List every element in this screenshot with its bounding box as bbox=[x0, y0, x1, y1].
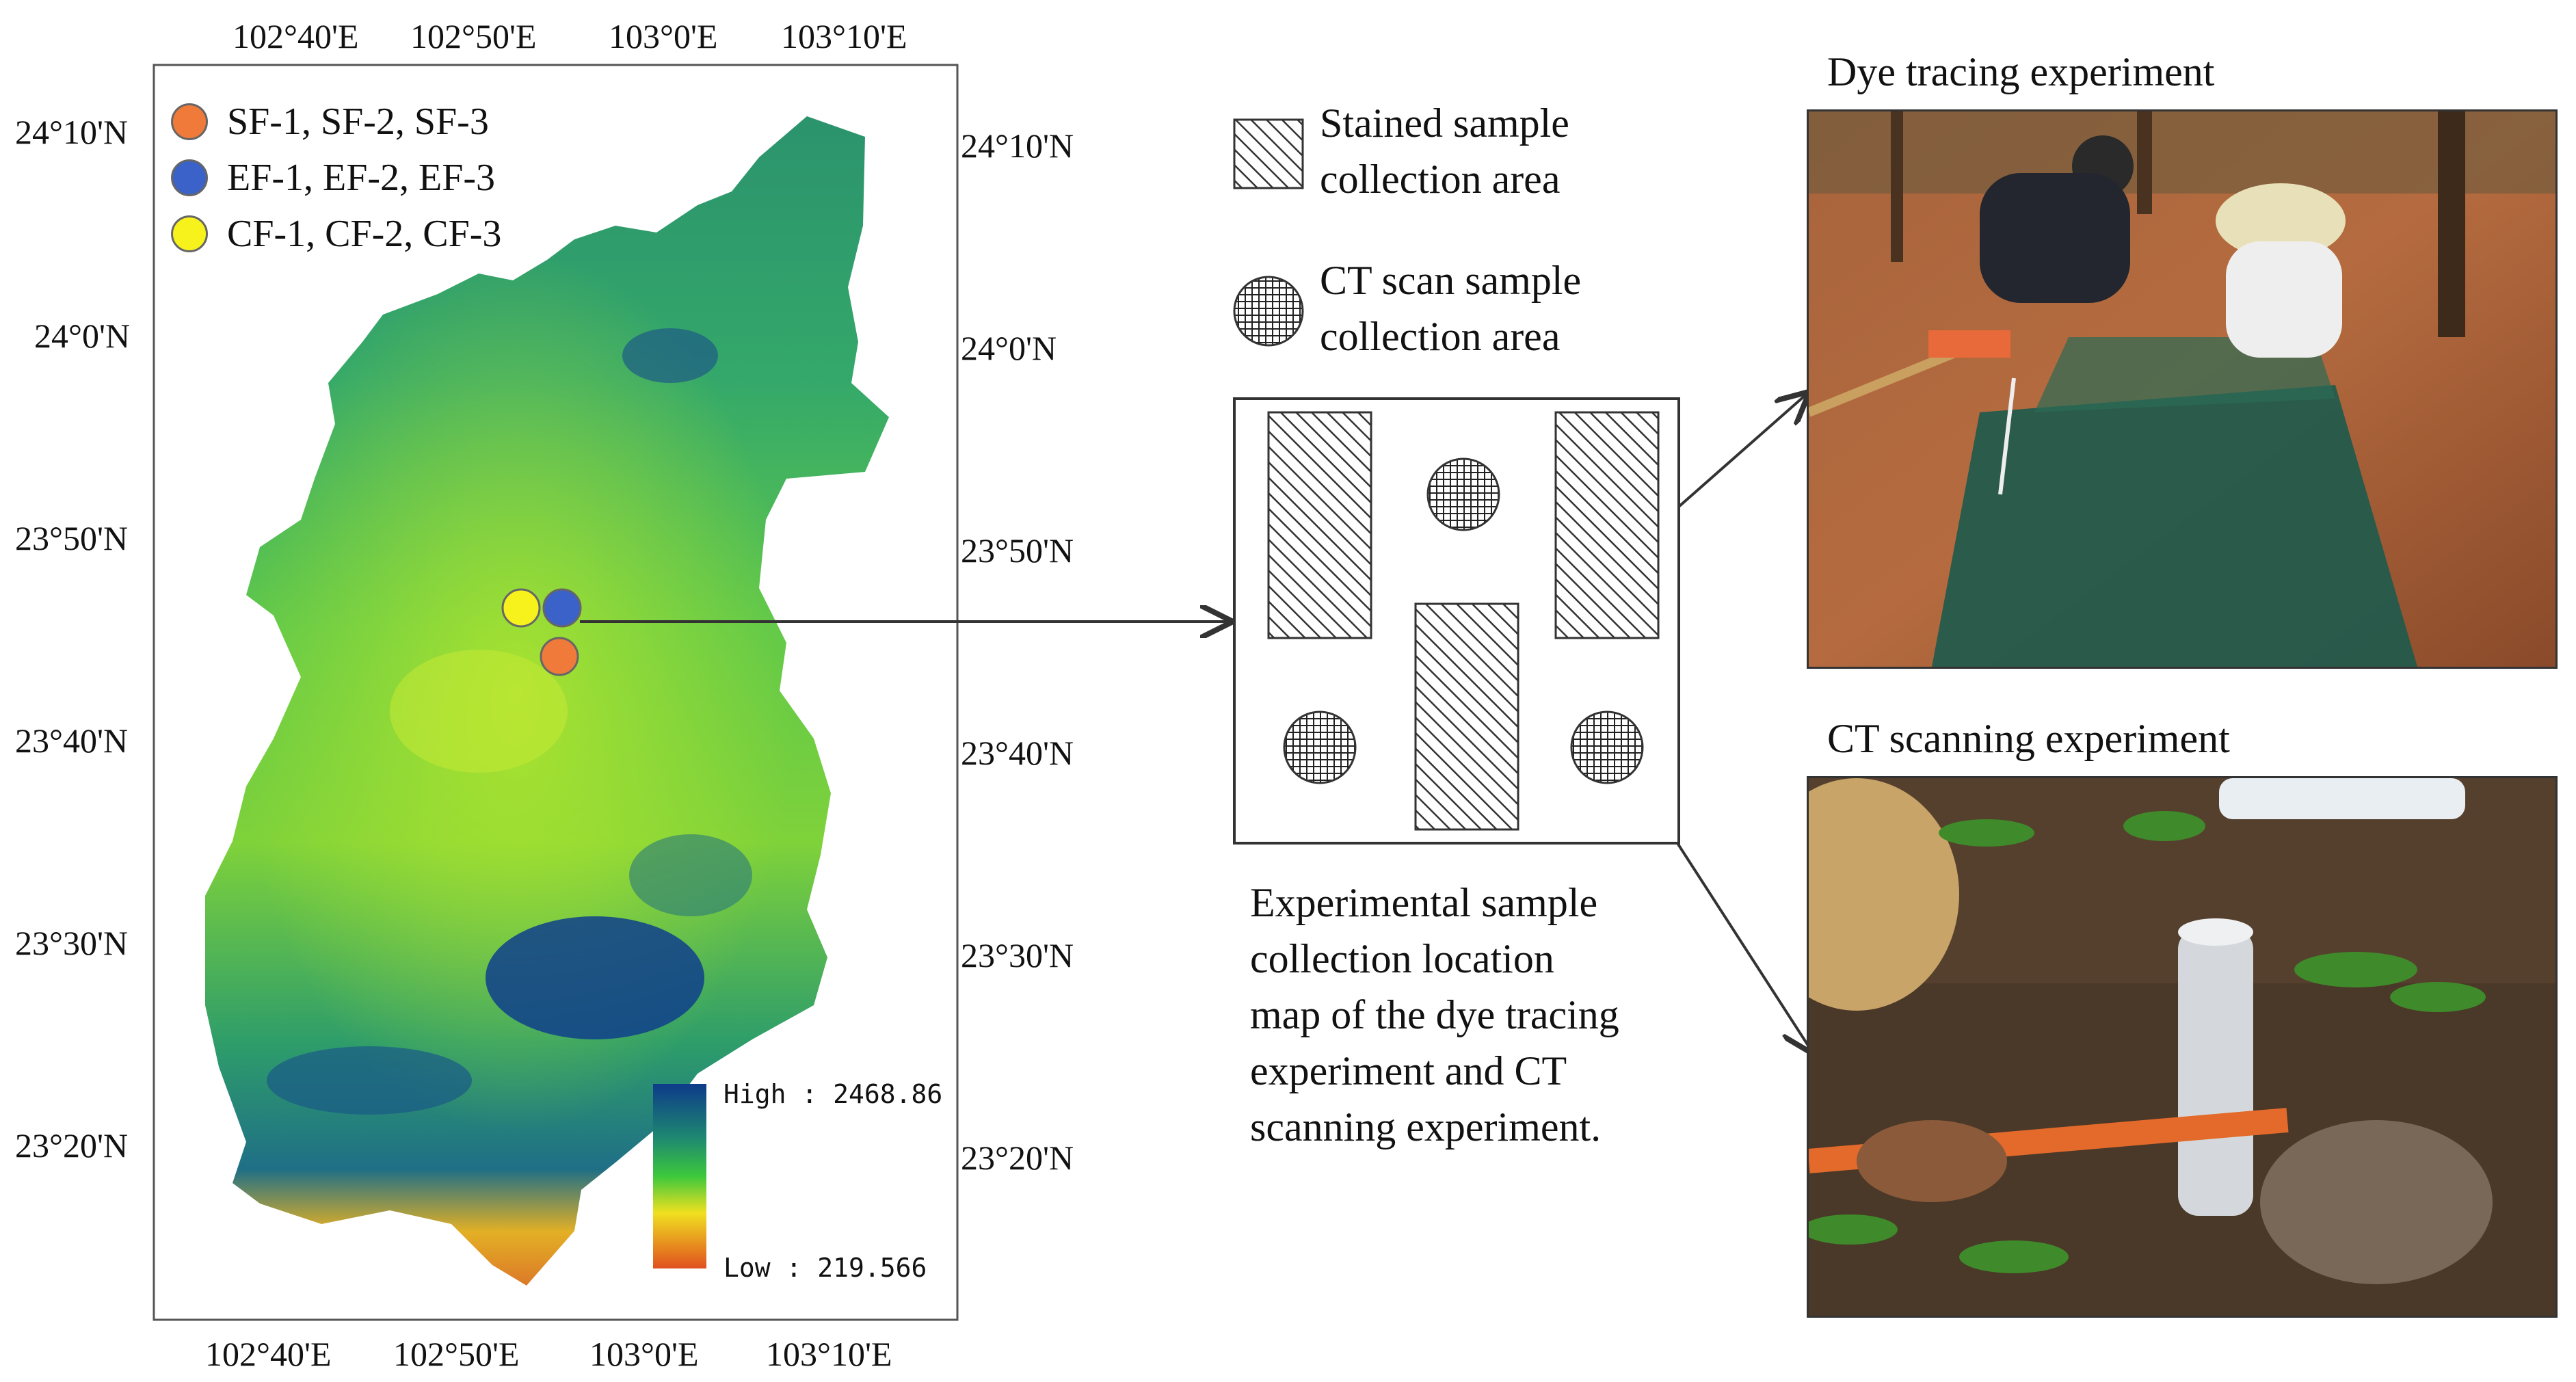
sampling-layout-svg bbox=[1233, 118, 1680, 845]
dye-photo-title: Dye tracing experiment bbox=[1827, 49, 2215, 94]
legend-label: EF-1, EF-2, EF-3 bbox=[227, 157, 495, 199]
colorbar-high-label: High : 2468.86 bbox=[723, 1079, 943, 1109]
bottom-lon-label: 103°10'E bbox=[766, 1335, 892, 1373]
orange-dot-icon bbox=[171, 103, 208, 140]
bottom-lon-label: 102°40'E bbox=[205, 1335, 332, 1373]
right-lat-label: 23°20'N bbox=[961, 1139, 1074, 1177]
stained-label-line1: Stained sample bbox=[1320, 101, 1569, 146]
elevation-colorbar bbox=[653, 1084, 706, 1268]
legend-item-sf: SF-1, SF-2, SF-3 bbox=[171, 100, 489, 144]
stained-area bbox=[1267, 411, 1372, 639]
ct-area-swatch bbox=[1233, 276, 1304, 347]
diagram-to-dye-photo-arrow bbox=[1655, 395, 1805, 528]
dye-tracing-photo-art bbox=[1809, 111, 2555, 667]
top-lon-label: 102°50'E bbox=[410, 17, 537, 55]
diagram-caption-line: map of the dye tracing bbox=[1250, 992, 1619, 1037]
ct-label-line1: CT scan sample bbox=[1320, 258, 1582, 303]
stained-area bbox=[1554, 411, 1660, 639]
ct-photo-title: CT scanning experiment bbox=[1827, 716, 2230, 761]
left-lat-label: 23°50'N bbox=[15, 519, 129, 557]
yellow-dot-icon bbox=[171, 215, 208, 252]
stained-area-swatch bbox=[1233, 118, 1304, 189]
left-lat-label: 24°10'N bbox=[15, 113, 129, 151]
diagram-caption-line: experiment and CT bbox=[1250, 1048, 1567, 1093]
ct-label-line2: collection area bbox=[1320, 314, 1561, 359]
bottom-lon-label: 102°50'E bbox=[393, 1335, 520, 1373]
bottom-lon-label: 103°0'E bbox=[589, 1335, 699, 1373]
colorbar-low-label: Low : 219.566 bbox=[723, 1253, 927, 1283]
stained-label-line2: collection area bbox=[1320, 157, 1561, 202]
dye-tracing-photo bbox=[1807, 109, 2558, 669]
legend-item-ef: EF-1, EF-2, EF-3 bbox=[171, 156, 495, 200]
top-lon-label: 103°0'E bbox=[609, 17, 718, 55]
left-lat-label: 23°30'N bbox=[15, 924, 129, 962]
ct-scanning-photo bbox=[1807, 776, 2558, 1318]
ct-sample-area bbox=[1426, 457, 1500, 531]
left-lat-label: 23°40'N bbox=[15, 721, 129, 760]
right-lat-label: 24°0'N bbox=[961, 329, 1057, 367]
legend-item-cf: CF-1, CF-2, CF-3 bbox=[171, 212, 501, 256]
ef-site-marker bbox=[542, 588, 582, 628]
sf-site-marker bbox=[540, 637, 579, 676]
top-lon-label: 103°10'E bbox=[781, 17, 907, 55]
diagram-caption-line: Experimental sample bbox=[1250, 880, 1598, 925]
ct-scanning-photo-art bbox=[1809, 778, 2555, 1316]
dem-map bbox=[152, 64, 959, 1321]
legend-label: CF-1, CF-2, CF-3 bbox=[227, 213, 502, 255]
diagram-caption-line: collection location bbox=[1250, 936, 1554, 981]
cf-site-marker bbox=[501, 588, 541, 628]
left-lat-label: 24°0'N bbox=[34, 317, 131, 355]
ct-sample-area bbox=[1570, 710, 1644, 784]
right-lat-label: 24°10'N bbox=[961, 127, 1074, 165]
legend-label: SF-1, SF-2, SF-3 bbox=[227, 101, 489, 143]
right-lat-label: 23°30'N bbox=[961, 936, 1074, 974]
top-lon-label: 102°40'E bbox=[233, 17, 359, 55]
stained-area bbox=[1414, 602, 1519, 831]
diagram-caption-line: scanning experiment. bbox=[1250, 1104, 1602, 1150]
left-lat-label: 23°20'N bbox=[15, 1126, 129, 1165]
blue-dot-icon bbox=[171, 159, 208, 196]
right-lat-label: 23°40'N bbox=[961, 734, 1074, 772]
right-lat-label: 23°50'N bbox=[961, 531, 1074, 570]
ct-sample-area bbox=[1283, 710, 1357, 784]
